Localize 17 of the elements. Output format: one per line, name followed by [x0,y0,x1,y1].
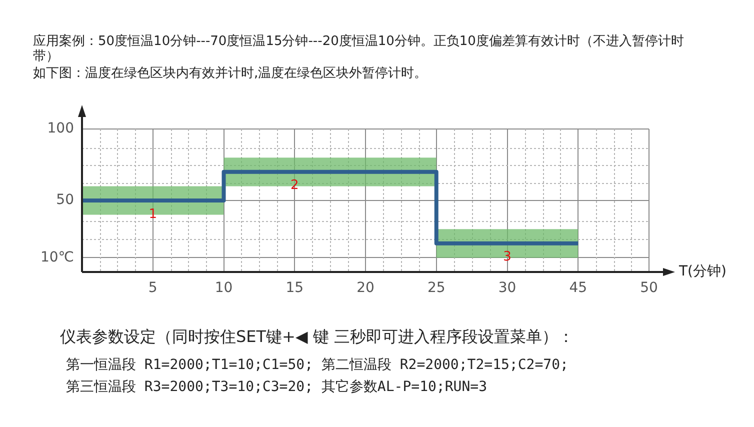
text: 仪表参数设定（同时按住SET键+◀ 键 三秒即可进入程序段设置菜单）： [60,326,574,348]
chart-subtitle: 如下图：温度在绿色区块内有效并计时,温度在绿色区块外暂停计时。 [33,66,428,81]
text: 第三恒温段 R3=2000;T3=10;C3=20; 其它参数AL-P=10;RUN=3 [65,378,488,397]
x-tick-label: 15 [286,280,304,296]
x-tick-label: 45 [569,280,588,296]
x-tick-label: 20 [356,280,374,296]
x-tick-label: 30 [498,280,516,296]
x-tick-label: 10 [214,280,233,296]
x-tick-label: 25 [427,280,446,296]
text: 第一恒温段 R1=2000;T1=10;C1=50; 第二恒温段 R2=2000;T2=15;C2=70; [65,356,570,375]
y-tick-label: 100 [47,120,74,137]
chart-title: 应用案例：50度恒温10分钟---70度恒温15分钟---20度恒温10分钟。正负10度偏差算有效计时（不进入暂停计时带） [33,34,685,64]
x-tick-label: 5 [148,280,158,296]
x-axis-title: T(分钟) [678,264,726,280]
y-tick-label: 10℃ [40,249,74,266]
x-tick-label: 50 [640,280,658,296]
y-tick-label: 50 [56,192,74,208]
